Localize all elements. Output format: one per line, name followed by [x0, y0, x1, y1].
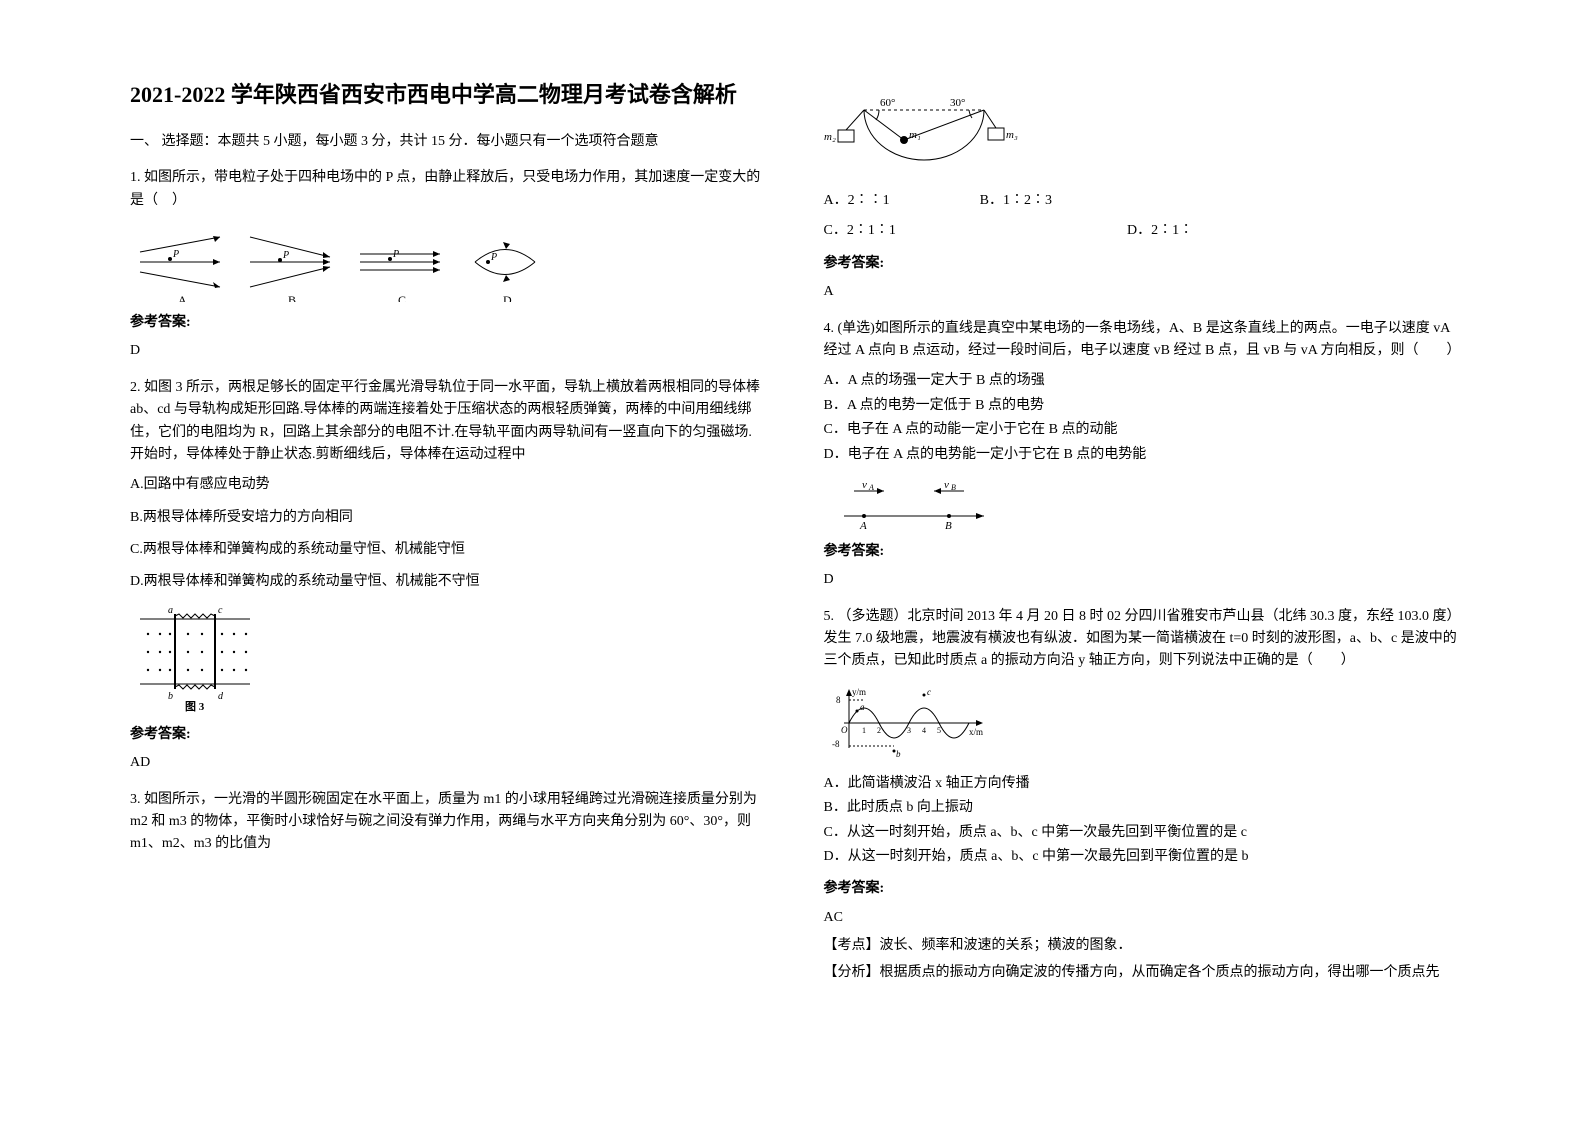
q1-opt-c-label: C — [398, 293, 406, 302]
q5-answer-label: 参考答案: — [824, 878, 1458, 900]
q5-opt-c: C．从这一时刻开始，质点 a、b、c 中第一次最先回到平衡位置的是 c — [824, 822, 1458, 844]
q2-opt-a: A.回路中有感应电动势 — [130, 474, 764, 496]
svg-text:P: P — [172, 249, 179, 260]
svg-text:A: A — [859, 520, 867, 531]
question-5: 5. （多选题）北京时间 2013 年 4 月 20 日 8 时 02 分四川省… — [824, 606, 1458, 673]
q5-answer: AC — [824, 907, 1458, 929]
q1-figure: P A P B — [130, 222, 764, 302]
svg-text:-8: -8 — [832, 739, 840, 749]
q2-answer: AD — [130, 752, 764, 774]
exam-title: 2021-2022 学年陕西省西安市西电中学高二物理月考试卷含解析 — [130, 80, 764, 111]
q1-opt-b-label: B — [288, 293, 296, 302]
q3-opt-d: D．2∶1∶ — [1127, 223, 1193, 238]
q1-answer-label: 参考答案: — [130, 312, 764, 334]
svg-text:8: 8 — [836, 695, 841, 705]
svg-text:m₂: m₂ — [824, 131, 836, 143]
q2-figure: a c b d 图 3 — [130, 604, 764, 714]
left-column: 2021-2022 学年陕西省西安市西电中学高二物理月考试卷含解析 一、 选择题… — [130, 80, 764, 988]
svg-text:1: 1 — [862, 726, 866, 735]
question-1: 1. 如图所示，带电粒子处于四种电场中的 P 点，由静止释放后，只受电场力作用，… — [130, 167, 764, 212]
svg-text:A: A — [868, 483, 874, 492]
svg-text:P: P — [392, 249, 399, 260]
svg-text:5: 5 — [937, 726, 941, 735]
q5-explain-1: 【考点】波长、频率和波速的关系；横波的图象． — [824, 935, 1458, 957]
q3-answer: A — [824, 281, 1458, 303]
q1-opt-a-label: A — [178, 293, 187, 302]
svg-text:3: 3 — [907, 726, 911, 735]
svg-text:30°: 30° — [950, 97, 965, 109]
question-3: 3. 如图所示，一光滑的半圆形碗固定在水平面上，质量为 m1 的小球用轻绳跨过光… — [130, 789, 764, 856]
q4-opt-a: A．A 点的场强一定大于 B 点的场强 — [824, 370, 1458, 392]
q5-opt-d: D．从这一时刻开始，质点 a、b、c 中第一次最先回到平衡位置的是 b — [824, 846, 1458, 868]
svg-text:y/m: y/m — [852, 687, 866, 697]
q3-opts-row2: C．2∶1∶1 D．2∶1∶ — [824, 220, 1458, 242]
question-4: 4. (单选)如图所示的直线是真空中某电场的一条电场线，A、B 是这条直线上的两… — [824, 318, 1458, 363]
svg-text:m₃: m₃ — [1006, 129, 1018, 141]
svg-text:c: c — [218, 605, 223, 616]
svg-text:v: v — [862, 479, 867, 491]
q3-answer-label: 参考答案: — [824, 253, 1458, 275]
svg-text:4: 4 — [922, 726, 926, 735]
svg-text:d: d — [218, 691, 224, 702]
svg-text:60°: 60° — [880, 97, 895, 109]
q4-opt-b: B．A 点的电势一定低于 B 点的电势 — [824, 395, 1458, 417]
q5-explain-2: 【分析】根据质点的振动方向确定波的传播方向，从而确定各个质点的振动方向，得出哪一… — [824, 962, 1458, 984]
svg-text:O: O — [841, 725, 848, 735]
svg-text:a: a — [860, 702, 865, 712]
svg-text:2: 2 — [877, 726, 881, 735]
q4-answer-label: 参考答案: — [824, 541, 1458, 563]
svg-text:b: b — [168, 691, 173, 702]
question-2: 2. 如图 3 所示，两根足够长的固定平行金属光滑导轨位于同一水平面，导轨上横放… — [130, 377, 764, 467]
section-1-head: 一、 选择题：本题共 5 小题，每小题 3 分，共计 15 分．每小题只有一个选… — [130, 131, 764, 153]
svg-text:图 3: 图 3 — [185, 700, 205, 713]
q4-opt-c: C．电子在 A 点的动能一定小于它在 B 点的动能 — [824, 419, 1458, 441]
q3-figure: 60° 30° m₁ m₂ m₃ — [824, 90, 1458, 180]
q2-answer-label: 参考答案: — [130, 724, 764, 746]
q2-opt-c: C.两根导体棒和弹簧构成的系统动量守恒、机械能守恒 — [130, 539, 764, 561]
q3-opt-c: C．2∶1∶1 — [824, 220, 1124, 242]
svg-text:P: P — [490, 252, 497, 263]
q1-answer: D — [130, 340, 764, 362]
q4-figure: vA vB A B — [824, 476, 1458, 531]
q2-opt-b: B.两根导体棒所受安培力的方向相同 — [130, 507, 764, 529]
svg-text:B: B — [945, 520, 952, 531]
svg-text:a: a — [168, 605, 173, 616]
q5-opt-b: B．此时质点 b 向上振动 — [824, 797, 1458, 819]
q5-figure: y/m x/m 8 -8 O 1 2 3 4 5 a b c — [824, 683, 1458, 763]
svg-text:c: c — [927, 687, 931, 697]
svg-text:m₁: m₁ — [909, 129, 921, 141]
svg-text:x/m: x/m — [969, 727, 983, 737]
right-column: 60° 30° m₁ m₂ m₃ A．2∶∶1 B．1∶2∶3 C．2∶1∶1 … — [824, 80, 1458, 988]
q3-opt-a: A．2∶∶1 — [824, 190, 890, 212]
q4-answer: D — [824, 569, 1458, 591]
q1-opt-d-label: D — [503, 293, 512, 302]
q3-opts-row1: A．2∶∶1 B．1∶2∶3 — [824, 190, 1458, 212]
q4-opt-d: D．电子在 A 点的电势能一定小于它在 B 点的电势能 — [824, 444, 1458, 466]
svg-text:b: b — [896, 749, 901, 759]
svg-text:v: v — [944, 479, 949, 491]
q5-opt-a: A．此简谐横波沿 x 轴正方向传播 — [824, 773, 1458, 795]
svg-text:P: P — [282, 250, 289, 261]
q3-opt-b: B．1∶2∶3 — [980, 190, 1052, 212]
q2-opt-d: D.两根导体棒和弹簧构成的系统动量守恒、机械能不守恒 — [130, 571, 764, 593]
svg-text:B: B — [951, 483, 956, 492]
